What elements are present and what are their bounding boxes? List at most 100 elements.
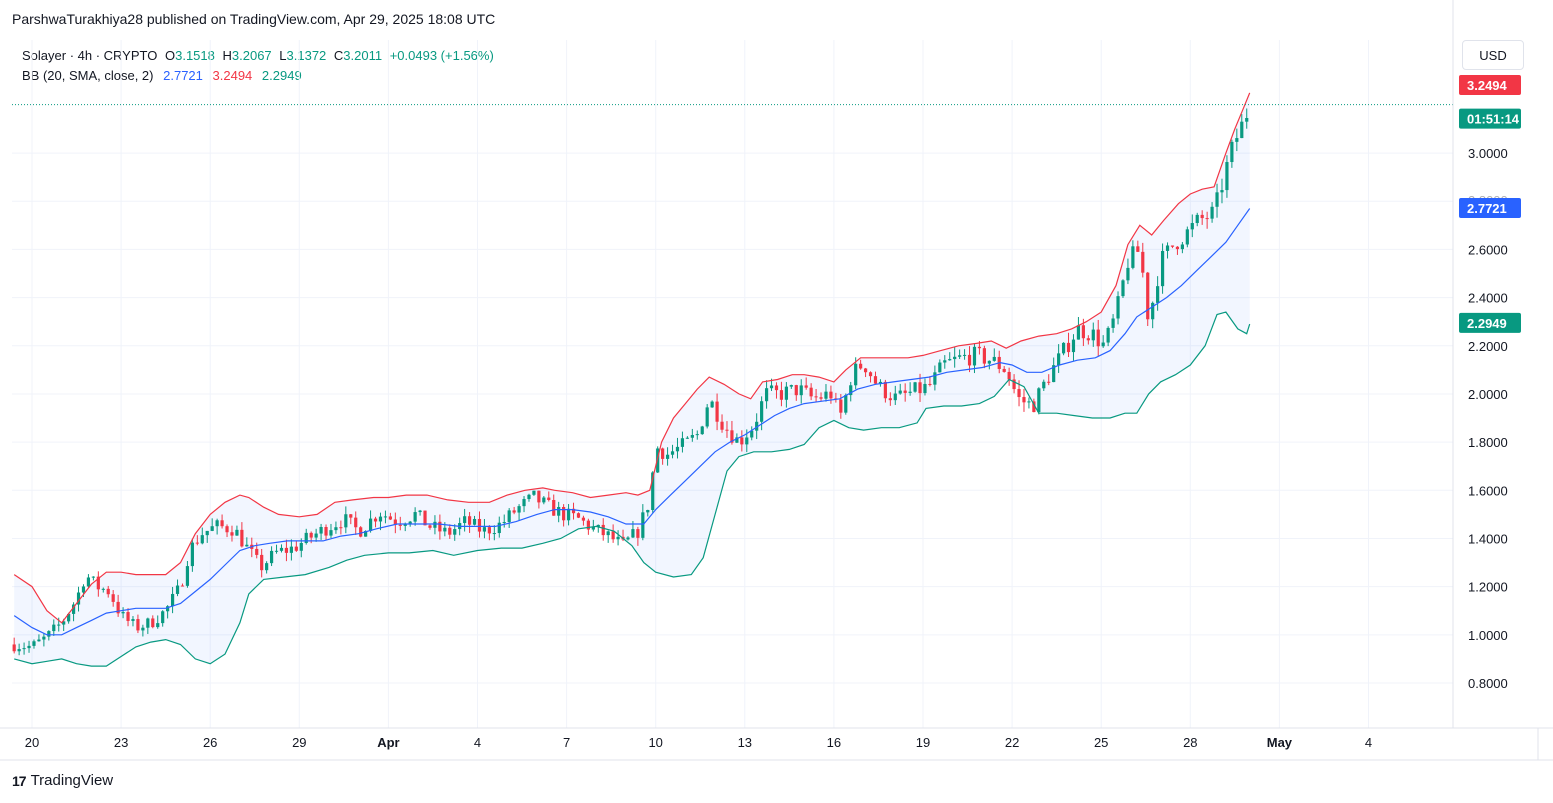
candle-body: [651, 472, 655, 510]
candle-body: [393, 519, 397, 525]
close-value: 3.2011: [343, 48, 383, 63]
candle-body: [418, 510, 422, 513]
candle: [230, 525, 234, 542]
candle-body: [166, 606, 170, 612]
candle: [418, 509, 422, 516]
candle: [1215, 183, 1219, 218]
candle: [1126, 258, 1130, 285]
y-tick-label: 1.2000: [1468, 580, 1508, 595]
y-tick-label: 2.4000: [1468, 291, 1508, 306]
candle-body: [339, 527, 343, 529]
lower-band-badge-text: 2.2949: [1467, 316, 1507, 331]
x-tick-label: 28: [1183, 735, 1197, 750]
candle-body: [334, 527, 338, 531]
upper-band-badge-bg: [1459, 75, 1521, 95]
bb-lower-line: [14, 311, 1251, 667]
candle: [596, 524, 600, 533]
candle: [527, 493, 531, 502]
symbol-title[interactable]: Solayer · 4h · CRYPTO: [22, 48, 158, 63]
candle: [542, 496, 546, 505]
candle-body: [1126, 267, 1130, 281]
candle: [131, 616, 135, 627]
candle-body: [1121, 280, 1125, 297]
candle: [844, 393, 848, 415]
upper-band-badge-text: 3.2494: [1467, 78, 1508, 93]
candle: [463, 508, 467, 532]
open-value: 3.1518: [175, 48, 215, 63]
candle-body: [502, 522, 506, 524]
candle: [720, 414, 724, 433]
candle-body: [309, 532, 313, 538]
candle-body: [799, 385, 803, 396]
candle: [492, 525, 496, 541]
bb-middle-value: 2.7721: [163, 68, 203, 83]
candle-body: [1170, 245, 1175, 247]
candle-body: [304, 532, 308, 544]
candle-body: [883, 381, 887, 399]
candle-body: [274, 550, 279, 552]
candle: [824, 384, 828, 402]
candle-body: [398, 524, 402, 526]
candle: [235, 525, 239, 536]
candle: [1235, 128, 1239, 152]
candle-body: [477, 518, 482, 532]
candle-body: [255, 548, 259, 555]
candle: [170, 586, 175, 614]
candle-body: [205, 530, 209, 536]
candle-body: [265, 563, 269, 571]
candle: [789, 384, 793, 389]
candle-body: [1146, 272, 1150, 320]
candle: [943, 355, 947, 369]
axes: 3.00002.80002.60002.40002.20002.00001.80…: [0, 0, 1553, 761]
middle-band-badge-text: 2.7721: [1467, 201, 1507, 216]
x-tick-label: 16: [827, 735, 841, 750]
candle: [215, 518, 219, 535]
bb-lower-value: 2.2949: [261, 68, 302, 83]
currency-button[interactable]: USD: [1462, 40, 1524, 70]
candle-body: [992, 356, 996, 361]
candle-body: [47, 631, 51, 637]
candle-body: [1106, 327, 1110, 343]
candle: [200, 527, 204, 545]
candle-body: [1185, 229, 1189, 245]
candle: [1091, 322, 1095, 347]
candle-body: [1151, 302, 1155, 320]
candle: [794, 384, 798, 401]
candle: [913, 381, 917, 393]
candle-body: [67, 613, 71, 622]
candle: [265, 561, 269, 574]
candle-body: [1190, 223, 1194, 230]
middle-band-badge: 2.7721: [1459, 197, 1521, 218]
low-label: L: [279, 48, 287, 63]
candle-body: [928, 383, 932, 385]
candle-body: [319, 527, 323, 534]
candle-body: [1220, 190, 1224, 193]
candle-body: [185, 566, 190, 586]
candle-body: [814, 396, 818, 398]
candle-body: [354, 517, 358, 528]
candle-body: [225, 526, 229, 533]
candle-body: [27, 645, 31, 649]
candle-body: [1091, 329, 1095, 341]
candle-body: [764, 388, 769, 402]
open-label: O: [164, 48, 176, 63]
candle: [413, 507, 417, 526]
high-label: H: [222, 48, 232, 63]
candle-body: [542, 497, 546, 503]
candle-body: [1076, 325, 1081, 340]
candle-body: [260, 554, 264, 571]
candle: [294, 541, 298, 552]
candle: [715, 393, 719, 431]
candle: [180, 583, 185, 587]
candle-body: [111, 594, 115, 602]
candle-body: [685, 437, 689, 439]
candle-body: [745, 437, 749, 445]
candle-body: [760, 401, 764, 422]
candle: [779, 381, 784, 407]
candle: [1066, 332, 1071, 358]
candle-body: [581, 517, 586, 521]
candle: [448, 524, 452, 539]
x-tick-label: 23: [114, 735, 128, 750]
candle-body: [235, 529, 239, 536]
